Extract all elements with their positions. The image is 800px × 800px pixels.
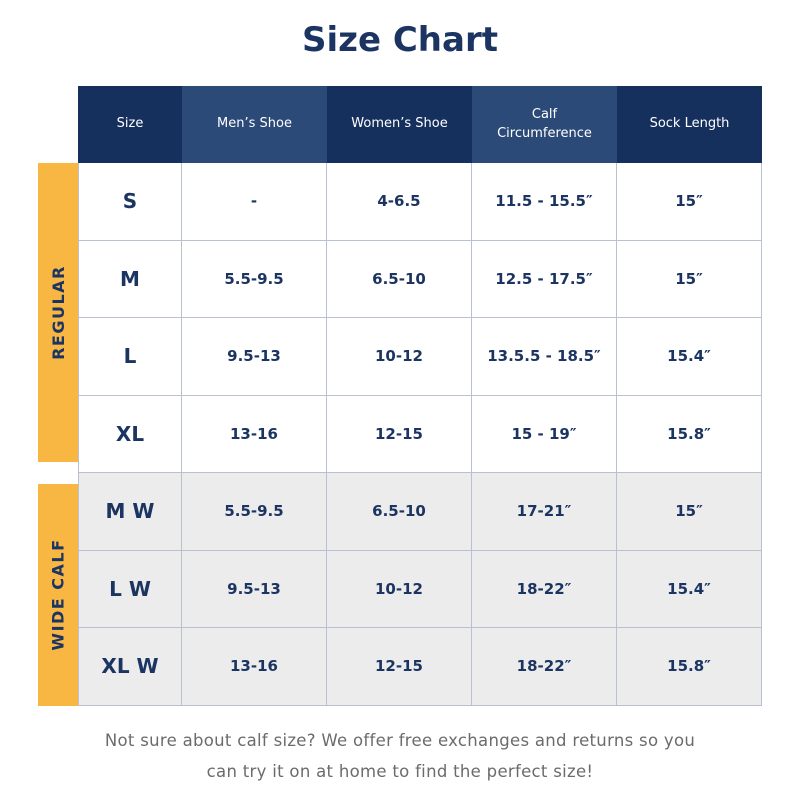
table-cell: 4-6.5 <box>327 163 472 241</box>
table-cell: 15.4″ <box>617 318 762 396</box>
size-cell: XL <box>78 395 182 473</box>
table-cell: 13.5.5 - 18.5″ <box>472 318 617 396</box>
group-label: REGULAR <box>38 163 78 462</box>
table-cell: - <box>182 163 327 241</box>
table-cell: 11.5 - 15.5″ <box>472 163 617 241</box>
table-cell: 10-12 <box>327 550 472 628</box>
size-cell: XL W <box>78 628 182 706</box>
table-cell: 15″ <box>617 240 762 318</box>
title: Size Chart <box>302 20 498 60</box>
group-label-text: WIDE CALF <box>48 538 68 651</box>
table-cell: 9.5-13 <box>182 550 327 628</box>
table-cell: 15″ <box>617 473 762 551</box>
table-cell: 12.5 - 17.5″ <box>472 240 617 318</box>
footer-text: Not sure about calf size? We offer free … <box>104 730 696 750</box>
size-cell: S <box>78 163 182 241</box>
table-cell: 17-21″ <box>472 473 617 551</box>
table-cell: 13-16 <box>182 628 327 706</box>
table-cell: 10-12 <box>327 318 472 396</box>
table-cell: 15″ <box>617 163 762 241</box>
table-cell: 13-16 <box>182 395 327 473</box>
column-header: Sock Length <box>617 86 762 163</box>
table-cell: 18-22″ <box>472 628 617 706</box>
size-cell: L W <box>78 550 182 628</box>
size-cell: L <box>78 318 182 396</box>
group-label-text: REGULAR <box>48 265 68 360</box>
table-cell: 18-22″ <box>472 550 617 628</box>
column-header: Calf Circumference <box>472 86 617 163</box>
table-cell: 5.5-9.5 <box>182 473 327 551</box>
table-cell: 6.5-10 <box>327 240 472 318</box>
size-cell: M W <box>78 473 182 551</box>
footer-text: can try it on at home to find the perfec… <box>206 761 594 781</box>
column-header: Size <box>78 86 182 163</box>
table-cell: 5.5-9.5 <box>182 240 327 318</box>
size-cell: M <box>78 240 182 318</box>
column-header: Men’s Shoe <box>182 86 327 163</box>
column-header: Women’s Shoe <box>327 86 472 163</box>
table-cell: 9.5-13 <box>182 318 327 396</box>
table-cell: 12-15 <box>327 628 472 706</box>
table-cell: 15.4″ <box>617 550 762 628</box>
group-label: WIDE CALF <box>38 484 78 706</box>
table-cell: 15.8″ <box>617 628 762 706</box>
table-cell: 6.5-10 <box>327 473 472 551</box>
table-cell: 12-15 <box>327 395 472 473</box>
table-cell: 15.8″ <box>617 395 762 473</box>
table-cell: 15 - 19″ <box>472 395 617 473</box>
